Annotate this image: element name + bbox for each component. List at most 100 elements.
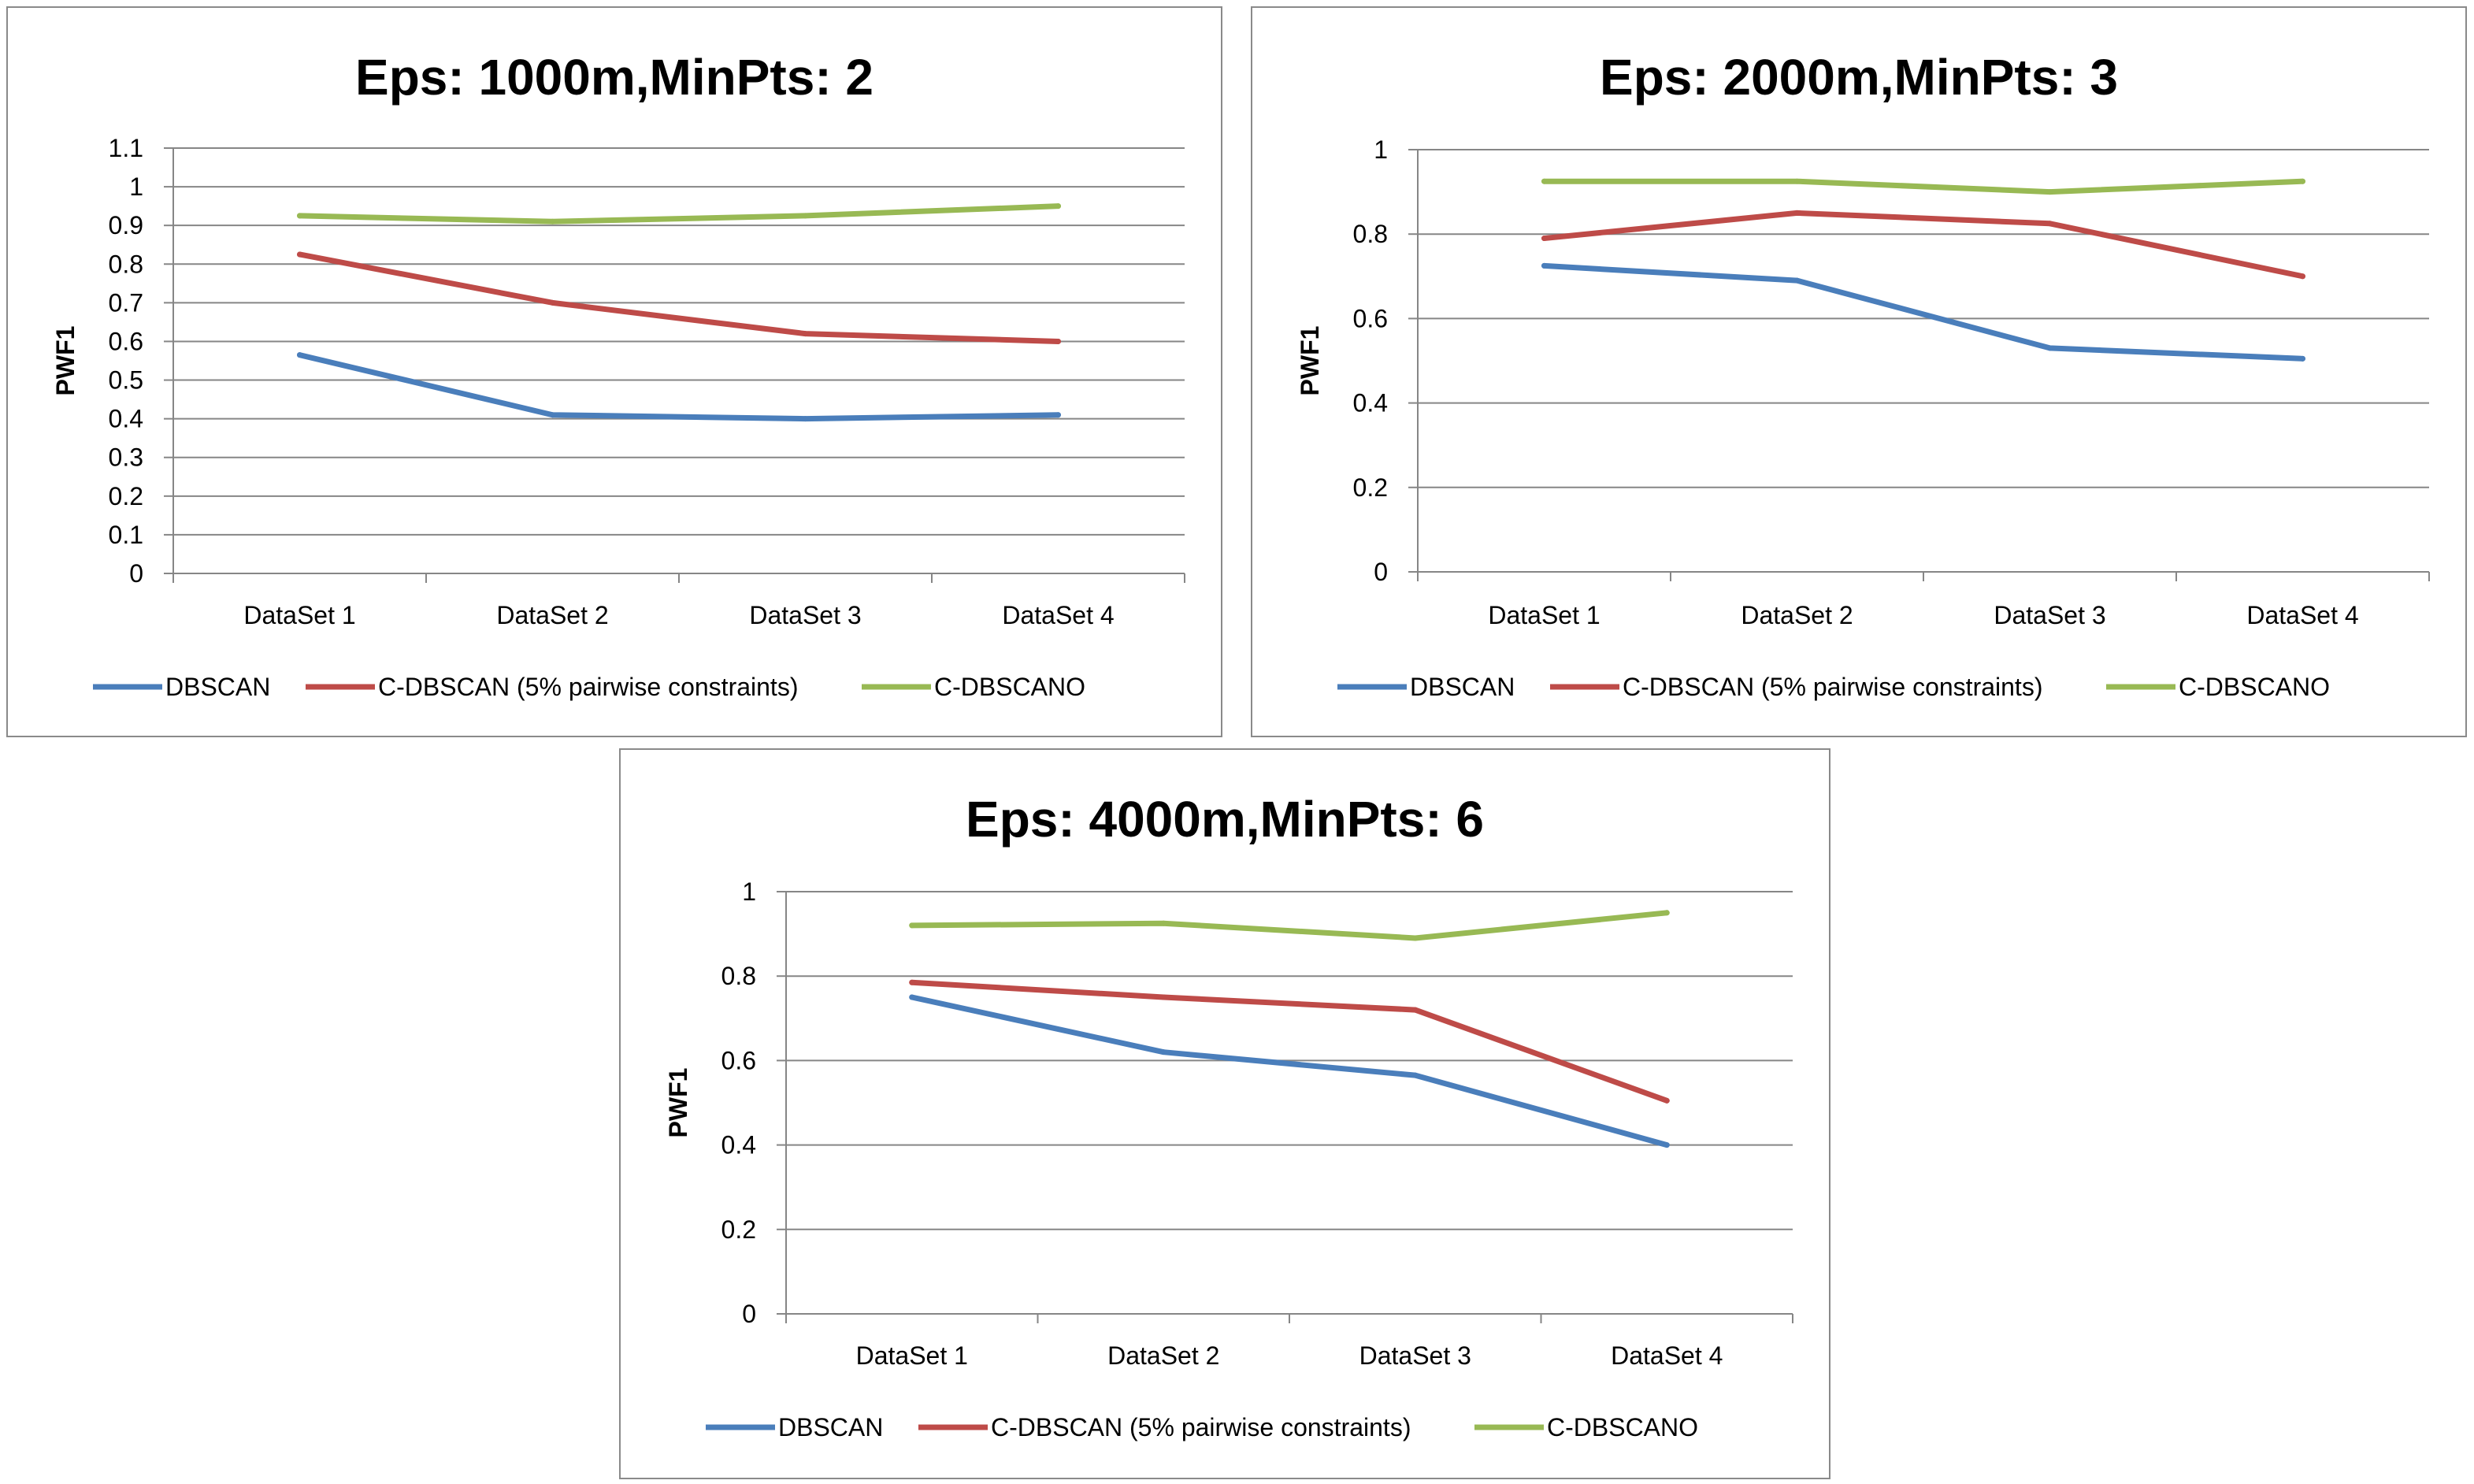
data-point-dbscan-4 <box>1055 412 1061 418</box>
legend-label-c-dbscano: C-DBSCANO <box>1547 1413 1698 1441</box>
line-chart-eps-1000: Eps: 1000m,MinPts: 2 0 0.1 0.2 0.3 0.4 0.5 0.6 0… <box>51 49 1185 701</box>
data-point-dbscan-3 <box>2047 345 2053 351</box>
series-line-dbscan <box>909 994 1670 1148</box>
x-tick-label-dataset-4: DataSet 4 <box>1611 1341 1723 1370</box>
legend-label-c-dbscan-5-pairwise-constraints: C-DBSCAN (5% pairwise constraints) <box>378 673 798 701</box>
data-point-dbscan-2 <box>1794 277 1800 284</box>
data-point-dbscan-3 <box>803 416 808 422</box>
x-tick-label-dataset-2: DataSet 2 <box>1107 1341 1219 1370</box>
x-tick-label-dataset-3: DataSet 3 <box>749 601 861 629</box>
y-tick-label: 0.9 <box>109 211 143 239</box>
line-chart-eps-2000: Eps: 2000m,MinPts: 3 0 0.2 0.4 0.6 0.8 1 DataSe… <box>1296 49 2430 701</box>
data-point-c-dbscan-5-pairwise-constraints-4 <box>1664 1097 1670 1104</box>
data-point-c-dbscano-4 <box>2300 178 2305 184</box>
data-point-c-dbscano-1 <box>297 213 302 219</box>
series-line-dbscan <box>1541 262 2305 362</box>
y-tick-label: 0.4 <box>721 1131 756 1159</box>
series-line-dbscan <box>297 352 1061 422</box>
y-axis-label: PWF1 <box>51 326 80 396</box>
y-axis-label: PWF1 <box>664 1068 692 1138</box>
y-tick-label: 0.1 <box>109 521 143 549</box>
y-axis-label: PWF1 <box>1296 326 1324 396</box>
data-point-dbscan-1 <box>297 352 302 358</box>
x-tick-label-dataset-1: DataSet 1 <box>856 1341 968 1370</box>
data-point-c-dbscan-5-pairwise-constraints-2 <box>1794 210 1800 216</box>
series-line-c-dbscan-5-pairwise-constraints <box>297 251 1061 344</box>
data-point-c-dbscan-5-pairwise-constraints-1 <box>1541 236 1547 242</box>
y-tick-label: 0.4 <box>1353 389 1388 417</box>
y-tick-label: 0.2 <box>721 1215 756 1244</box>
chart-panel-eps-2000: Eps: 2000m,MinPts: 3 0 0.2 0.4 0.6 0.8 1 DataSe… <box>1251 6 2467 737</box>
x-tick-label-dataset-2: DataSet 2 <box>496 601 608 629</box>
data-point-c-dbscan-5-pairwise-constraints-4 <box>1055 338 1061 344</box>
y-tick-label: 0.6 <box>1353 304 1388 332</box>
x-tick-label-dataset-1: DataSet 1 <box>243 601 355 629</box>
data-point-c-dbscan-5-pairwise-constraints-4 <box>2300 273 2305 280</box>
chart-panel-eps-1000: Eps: 1000m,MinPts: 2 0 0.1 0.2 0.3 0.4 0.5 0.6 0… <box>6 6 1222 737</box>
data-point-c-dbscan-5-pairwise-constraints-1 <box>909 979 915 985</box>
legend-label-c-dbscan-5-pairwise-constraints: C-DBSCAN (5% pairwise constraints) <box>1623 673 2042 701</box>
legend-label-c-dbscan-5-pairwise-constraints: C-DBSCAN (5% pairwise constraints) <box>991 1413 1411 1441</box>
chart-title: Eps: 4000m,MinPts: 6 <box>966 791 1484 848</box>
data-point-c-dbscano-4 <box>1664 910 1670 916</box>
line-chart-eps-4000: Eps: 4000m,MinPts: 6 0 0.2 0.4 0.6 0.8 1 DataSe… <box>664 791 1793 1441</box>
legend-label-c-dbscano: C-DBSCANO <box>934 673 1085 701</box>
data-point-dbscan-2 <box>550 412 555 418</box>
y-tick-label: 0.2 <box>109 482 143 510</box>
data-point-c-dbscano-3 <box>2047 189 2053 195</box>
y-tick-label: 0.6 <box>721 1046 756 1074</box>
data-point-dbscan-1 <box>1541 262 1547 269</box>
data-point-c-dbscano-1 <box>909 922 915 929</box>
legend-label-c-dbscano: C-DBSCANO <box>2179 673 2330 701</box>
x-tick-label-dataset-3: DataSet 3 <box>1994 601 2105 629</box>
y-tick-label: 0 <box>1374 558 1388 586</box>
data-point-c-dbscano-2 <box>1794 178 1800 184</box>
x-tick-label-dataset-2: DataSet 2 <box>1741 601 1853 629</box>
data-point-dbscan-1 <box>909 994 915 1000</box>
x-tick-label-dataset-4: DataSet 4 <box>2246 601 2358 629</box>
y-tick-label: 1 <box>129 173 143 201</box>
x-tick-label-dataset-1: DataSet 1 <box>1488 601 1600 629</box>
legend-label-dbscan: DBSCAN <box>1410 673 1515 701</box>
data-point-c-dbscan-5-pairwise-constraints-2 <box>1160 994 1167 1000</box>
data-point-c-dbscano-2 <box>550 218 555 224</box>
data-point-dbscan-4 <box>1664 1142 1670 1148</box>
data-point-c-dbscan-5-pairwise-constraints-2 <box>550 299 555 306</box>
y-tick-label: 1.1 <box>109 134 143 162</box>
data-point-c-dbscan-5-pairwise-constraints-3 <box>1412 1007 1419 1013</box>
y-tick-label: 0.6 <box>109 327 143 355</box>
y-tick-label: 1 <box>1374 135 1388 164</box>
y-tick-label: 1 <box>742 877 756 906</box>
y-tick-label: 0.4 <box>109 405 143 433</box>
data-point-dbscan-3 <box>1412 1072 1419 1078</box>
y-tick-label: 0.3 <box>109 443 143 472</box>
series-line-c-dbscano <box>297 203 1061 224</box>
y-tick-label: 0.8 <box>109 250 143 278</box>
series-line-c-dbscan-5-pairwise-constraints <box>1541 210 2305 280</box>
x-tick-label-dataset-4: DataSet 4 <box>1002 601 1114 629</box>
chart-title: Eps: 1000m,MinPts: 2 <box>355 49 874 106</box>
legend-label-dbscan: DBSCAN <box>165 673 270 701</box>
chart-panel-eps-4000: Eps: 4000m,MinPts: 6 0 0.2 0.4 0.6 0.8 1 DataSe… <box>619 748 1830 1479</box>
y-tick-label: 0.5 <box>109 366 143 395</box>
data-point-c-dbscano-1 <box>1541 178 1547 184</box>
chart-title: Eps: 2000m,MinPts: 3 <box>1600 49 2118 106</box>
y-tick-label: 0.8 <box>1353 220 1388 248</box>
y-tick-label: 0 <box>129 559 143 588</box>
data-point-c-dbscan-5-pairwise-constraints-3 <box>2047 221 2053 227</box>
series-line-c-dbscano <box>1541 178 2305 195</box>
data-point-c-dbscano-3 <box>803 213 808 219</box>
data-point-c-dbscan-5-pairwise-constraints-1 <box>297 251 302 258</box>
y-tick-label: 0.2 <box>1353 473 1388 502</box>
data-point-c-dbscano-3 <box>1412 935 1419 941</box>
data-point-dbscan-2 <box>1160 1049 1167 1055</box>
data-point-c-dbscano-4 <box>1055 203 1061 210</box>
legend-label-dbscan: DBSCAN <box>778 1413 883 1441</box>
y-tick-label: 0.7 <box>109 288 143 317</box>
data-point-dbscan-4 <box>2300 355 2305 362</box>
x-tick-label-dataset-3: DataSet 3 <box>1359 1341 1471 1370</box>
data-point-c-dbscano-2 <box>1160 920 1167 926</box>
data-point-c-dbscan-5-pairwise-constraints-3 <box>803 331 808 337</box>
y-tick-label: 0.8 <box>721 962 756 990</box>
series-line-c-dbscano <box>909 910 1670 941</box>
